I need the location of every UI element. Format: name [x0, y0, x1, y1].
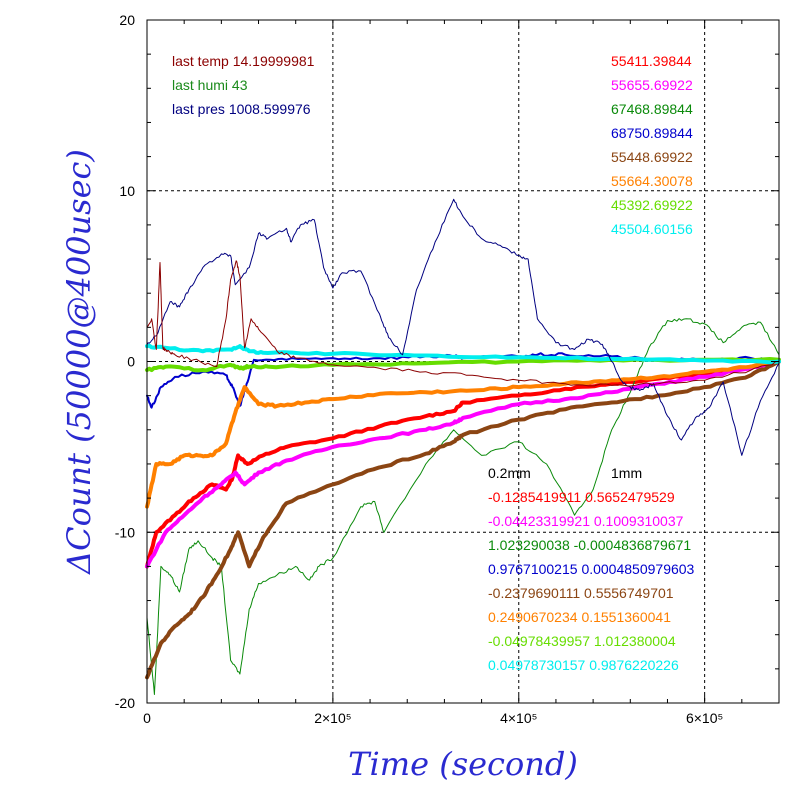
- ticks: 0 2×10⁵ 4×10⁵ 6×10⁵ -20 -10 0 10 20: [115, 12, 779, 726]
- y-axis-title: ΔCount (50000@400usec): [60, 149, 98, 576]
- stat-label: last pres: [172, 101, 229, 117]
- series-line-9: [146, 198, 780, 456]
- coef-1mm: 0.5652479529: [585, 489, 675, 505]
- y-tick-label: 20: [119, 12, 135, 28]
- coef-1mm: 0.0004850979603: [581, 561, 694, 577]
- series-5-coefficients: -0.2379690111 0.5556749701: [488, 585, 674, 601]
- x-axis-title: Time (second): [348, 745, 578, 783]
- series-line-2: [145, 359, 781, 569]
- coef-1mm: 0.5556749701: [584, 585, 674, 601]
- series-2-count-value: 55655.69922: [611, 77, 693, 93]
- coef-02mm: 0.2490670234: [488, 609, 581, 625]
- series-8-coefficients: 0.04978730157 0.9876220226: [488, 657, 679, 673]
- stat-label: last humi: [172, 77, 232, 93]
- series-line-1: [145, 359, 781, 569]
- series-2-coefficients: -0.04423319921 0.1009310037: [488, 513, 684, 529]
- coef-1mm: 0.9876220226: [589, 657, 679, 673]
- coef-1mm: 0.1551360041: [581, 609, 671, 625]
- stat-last-temp: last temp 14.19999981: [172, 53, 315, 69]
- stat-value: 14.19999981: [233, 53, 315, 69]
- series-7-coefficients: -0.04978439957 1.012380004: [488, 633, 676, 649]
- series-1-count-value: 55411.39844: [611, 53, 692, 69]
- series-layer: [145, 198, 781, 695]
- coef-02mm: 0.04978730157: [488, 657, 589, 673]
- coef-02mm: -0.04978439957: [488, 633, 594, 649]
- series-4-count-value: 68750.89844: [611, 125, 693, 141]
- y-tick-label: 0: [127, 354, 135, 370]
- coef-02mm: 1.023290038: [488, 537, 574, 553]
- stat-last-pres: last pres 1008.599976: [172, 101, 311, 117]
- series-3-count-value: 67468.89844: [611, 101, 693, 117]
- coef-header-02mm: 0.2mm: [488, 465, 531, 481]
- series-4-coefficients: 0.9767100215 0.0004850979603: [488, 561, 695, 577]
- series-6-coefficients: 0.2490670234 0.1551360041: [488, 609, 671, 625]
- series-5-count-value: 55448.69922: [611, 149, 693, 165]
- coef-1mm: 0.1009310037: [594, 513, 684, 529]
- coef-02mm: -0.1285419911: [488, 489, 585, 505]
- series-line-8: [145, 343, 781, 365]
- series-6-count-value: 55664.30078: [611, 173, 693, 189]
- y-tick-label: 10: [119, 183, 135, 199]
- stat-value: 1008.599976: [229, 101, 311, 117]
- y-tick-label: -10: [115, 524, 135, 540]
- coef-02mm: -0.04423319921: [488, 513, 594, 529]
- coef-1mm: 1.012380004: [594, 633, 676, 649]
- series-1-coefficients: -0.1285419911 0.5652479529: [488, 489, 675, 505]
- x-tick-label: 4×10⁵: [500, 710, 537, 726]
- y-tick-label: -20: [115, 695, 135, 711]
- series-line-6: [145, 359, 781, 509]
- coef-02mm: 0.9767100215: [488, 561, 581, 577]
- x-tick-label: 2×10⁵: [314, 710, 351, 726]
- series-line-4: [146, 352, 780, 409]
- series-7-count-value: 45392.69922: [611, 197, 693, 213]
- x-tick-label: 0: [143, 710, 151, 726]
- coef-1mm: -0.0004836879671: [574, 537, 692, 553]
- coef-02mm: -0.2379690111: [488, 585, 584, 601]
- series-line-5: [145, 359, 781, 680]
- series-3-coefficients: 1.023290038 -0.0004836879671: [488, 537, 691, 553]
- coef-header-1mm: 1mm: [611, 465, 642, 481]
- stat-value: 43: [232, 77, 248, 93]
- stat-label: last temp: [172, 53, 233, 69]
- series-8-count-value: 45504.60156: [611, 221, 693, 237]
- x-tick-label: 6×10⁵: [686, 710, 723, 726]
- series-line-10: [146, 260, 780, 387]
- series-line-3: [146, 318, 780, 695]
- stat-last-humi: last humi 43: [172, 77, 248, 93]
